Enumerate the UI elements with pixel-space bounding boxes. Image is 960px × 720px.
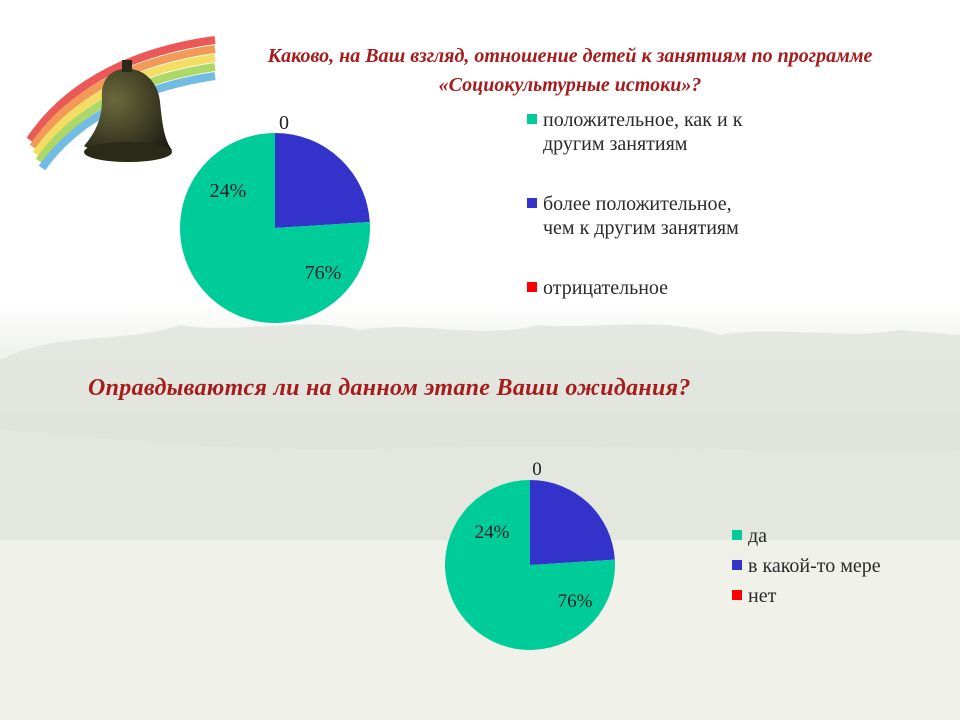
data-label: 24% — [475, 522, 510, 543]
pie-slice — [530, 480, 615, 565]
data-label: 76% — [558, 591, 593, 612]
legend-swatch — [732, 560, 742, 570]
legend-label: отрицательное — [543, 277, 669, 299]
legend-label: да — [748, 525, 768, 547]
legend-label: нет — [748, 585, 777, 607]
pie-chart-2: 76% 24% 0 — [444, 459, 615, 650]
legend-swatch — [732, 590, 742, 600]
pie-slice — [179, 133, 370, 323]
legend-swatch — [527, 114, 537, 124]
legend-swatch — [527, 198, 537, 208]
bell-icon — [84, 60, 172, 162]
chart-1-title: Каково, на Ваш взгляд, отношение детей к… — [267, 45, 873, 96]
legend-label: в какой-то мере — [748, 555, 881, 577]
data-label: 0 — [279, 112, 289, 134]
legend-label: более положительное, чем к другим заняти… — [543, 193, 739, 239]
pie-slice — [275, 133, 370, 228]
legend-label: положительное, как и к другим занятиям — [543, 109, 743, 155]
chart-2-title: Оправдываются ли на данном этапе Ваши ож… — [88, 375, 691, 401]
data-label: 24% — [210, 180, 247, 202]
pie-slice — [444, 480, 615, 650]
legend-swatch — [732, 530, 742, 540]
data-label: 0 — [532, 459, 542, 480]
pie-chart-1: 76% 24% 0 — [179, 112, 370, 323]
legend-swatch — [527, 282, 537, 292]
data-label: 76% — [305, 262, 342, 284]
